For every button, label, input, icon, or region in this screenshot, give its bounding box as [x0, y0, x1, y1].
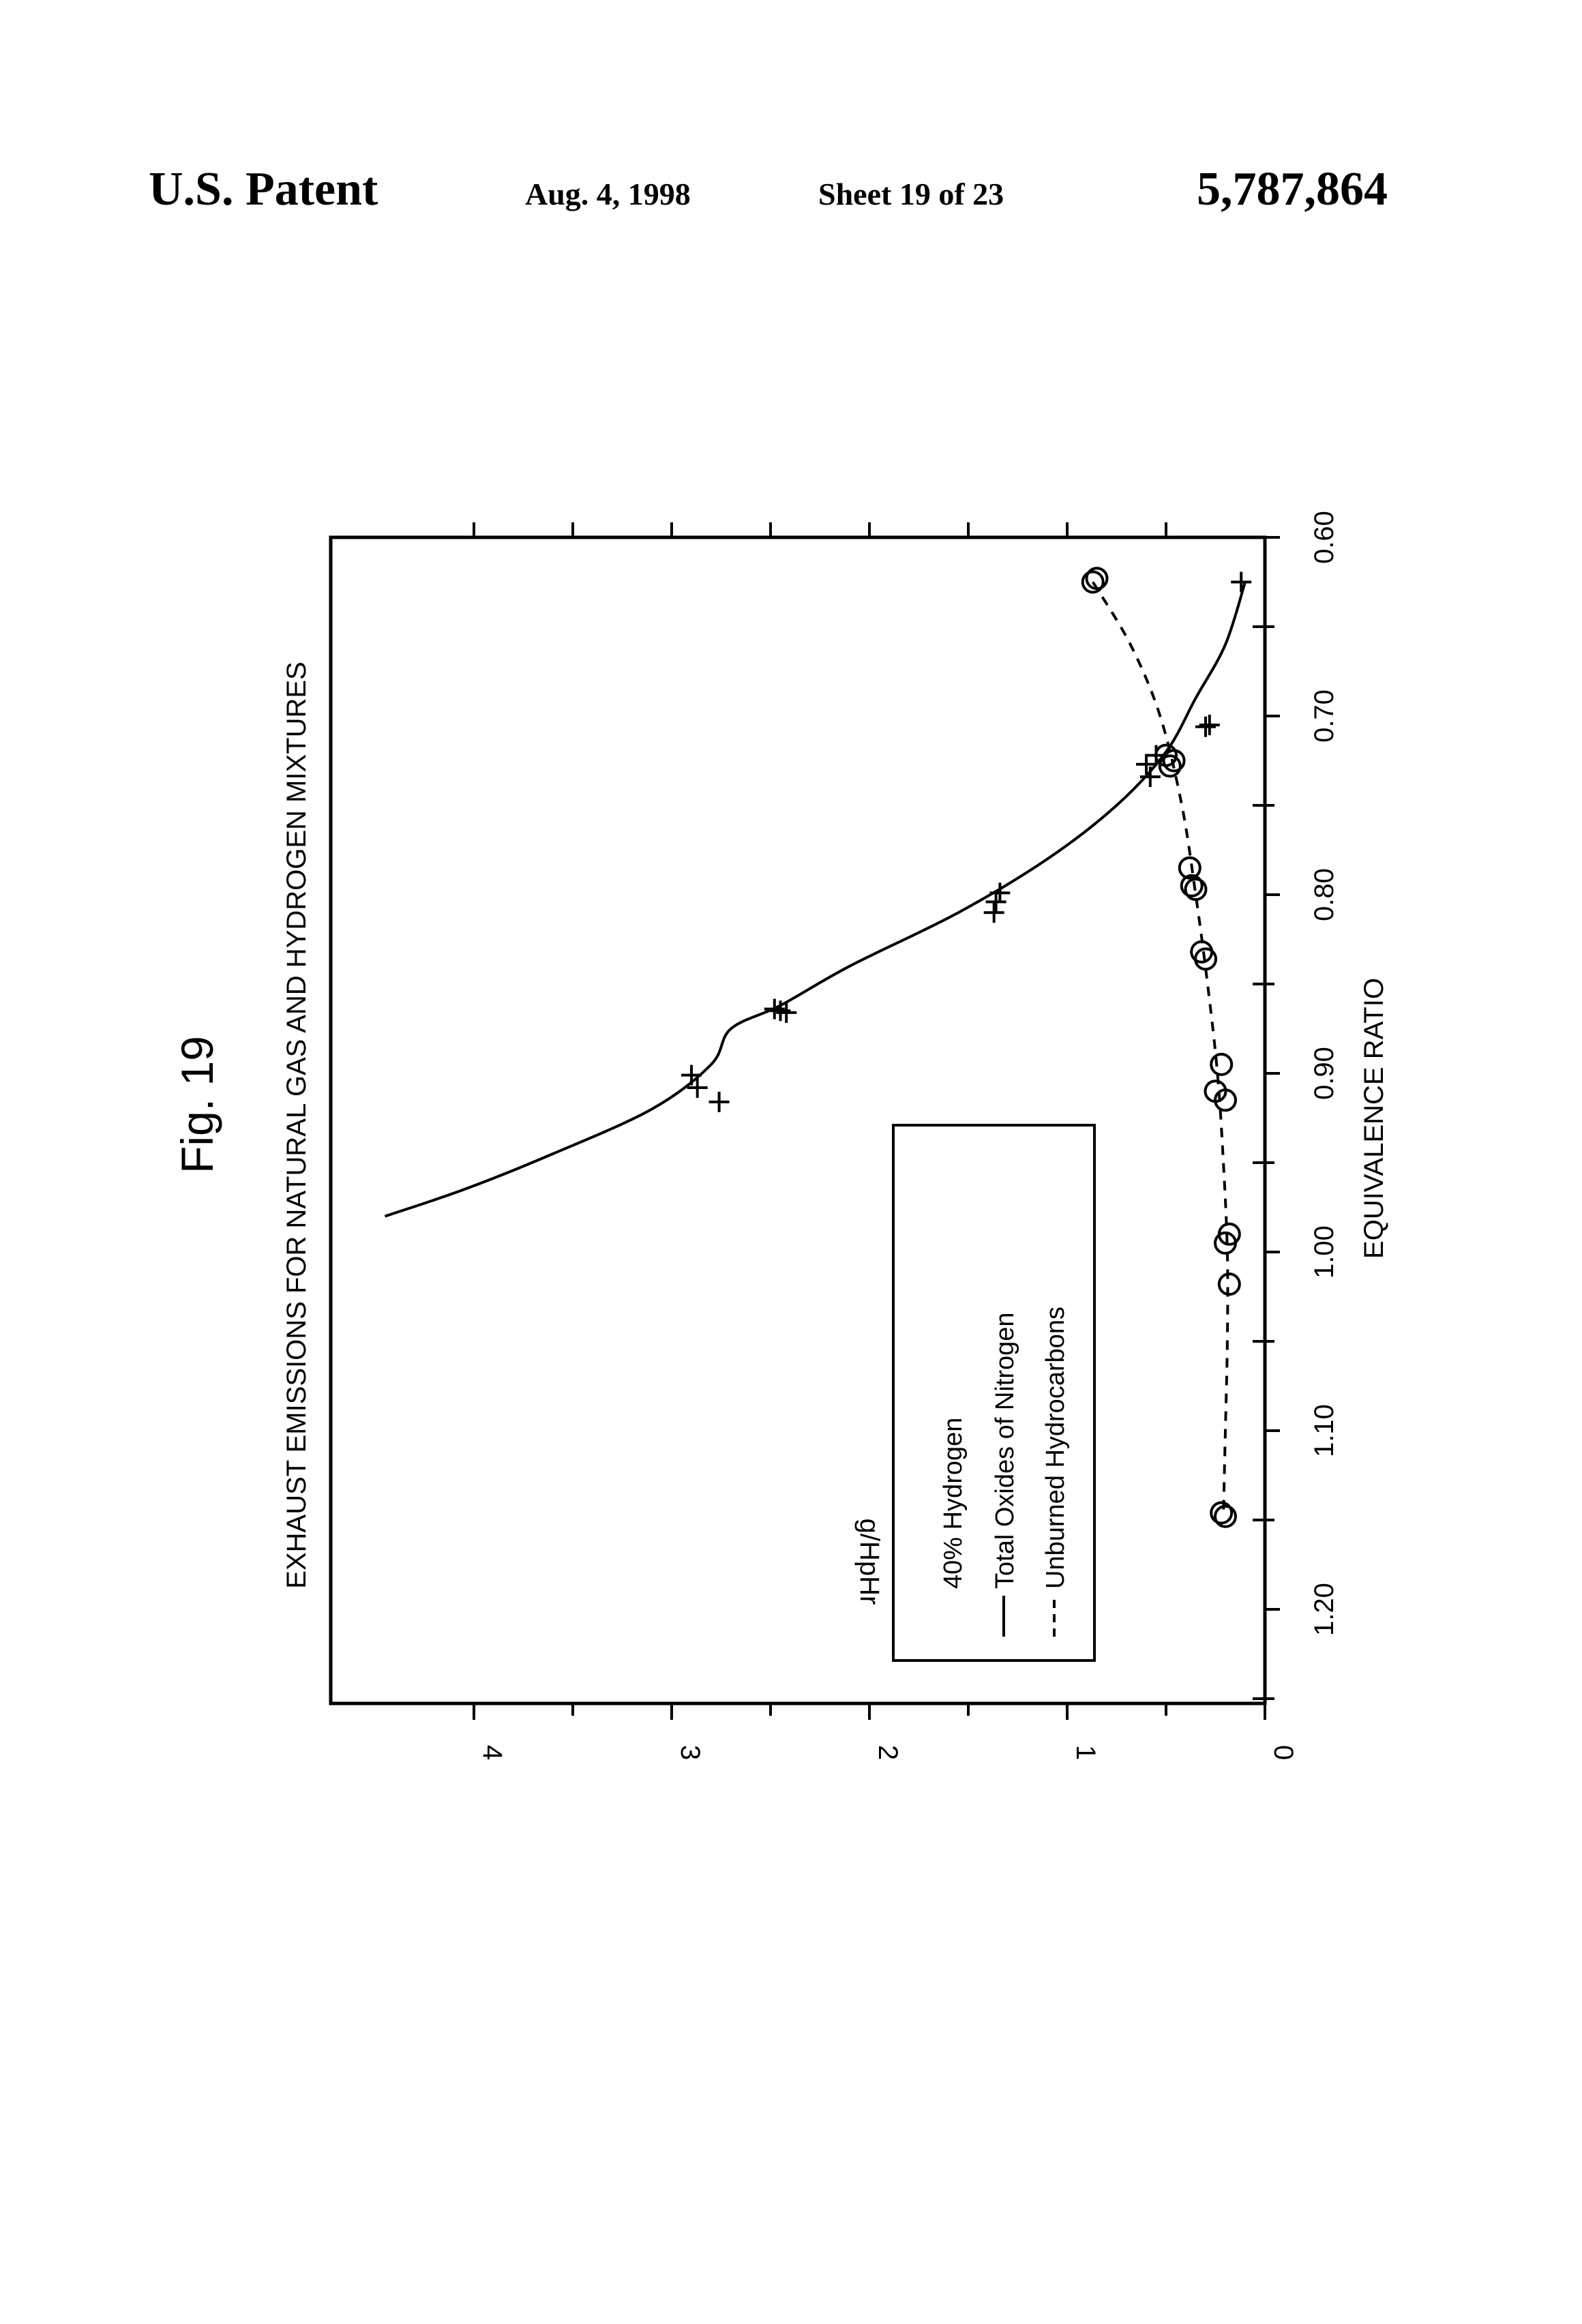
x-tick-label: 1.20 — [1309, 1583, 1339, 1636]
y-tick-label: 4 — [477, 1745, 507, 1760]
nox-series — [385, 572, 1252, 1217]
y-tick-label: 1 — [1071, 1745, 1101, 1760]
nox-data-point — [1231, 572, 1251, 593]
legend-entry-hc: Unburned Hydrocarbons — [1041, 1307, 1070, 1589]
series-layer — [385, 568, 1252, 1527]
y-tick-label: 2 — [873, 1745, 903, 1760]
y-axis-label: g/HpHr — [854, 1519, 884, 1605]
x-tick-label: 0.70 — [1309, 689, 1339, 743]
x-axis-label: EQUIVALENCE RATIO — [1359, 978, 1389, 1259]
hc-data-point — [1219, 1274, 1240, 1294]
nox-data-point — [1195, 717, 1216, 737]
y-axis: 0 1 2 3 4 — [474, 522, 1298, 1760]
nox-data-point — [1199, 715, 1220, 735]
hc-series — [1083, 568, 1240, 1527]
nox-data-point — [1140, 766, 1161, 787]
plot-frame — [331, 537, 1265, 1703]
nox-data-point — [1136, 754, 1156, 775]
hc-fit-curve — [1093, 582, 1228, 1517]
y-tick-label: 0 — [1268, 1745, 1298, 1760]
legend: 40% Hydrogen Total Oxides of Nitrogen Un… — [893, 1125, 1094, 1660]
x-tick-label: 0.60 — [1309, 511, 1339, 564]
x-tick-label: 0.90 — [1309, 1047, 1339, 1100]
x-tick-label: 0.80 — [1309, 868, 1339, 921]
legend-entry-nox: Total Oxides of Nitrogen — [991, 1312, 1019, 1589]
nox-data-point — [709, 1092, 730, 1112]
y-tick-label: 3 — [675, 1745, 705, 1760]
hc-data-point — [1211, 1054, 1232, 1075]
nox-data-point — [984, 902, 1004, 923]
x-tick-label: 1.00 — [1309, 1225, 1339, 1279]
x-tick-label: 1.10 — [1309, 1404, 1339, 1457]
chart-title: EXHAUST EMISSIONS FOR NATURAL GAS AND HY… — [282, 661, 312, 1588]
figure-label: Fig. 19 — [172, 1036, 222, 1174]
nox-fit-curve — [385, 582, 1246, 1217]
legend-title: 40% Hydrogen — [939, 1418, 968, 1589]
